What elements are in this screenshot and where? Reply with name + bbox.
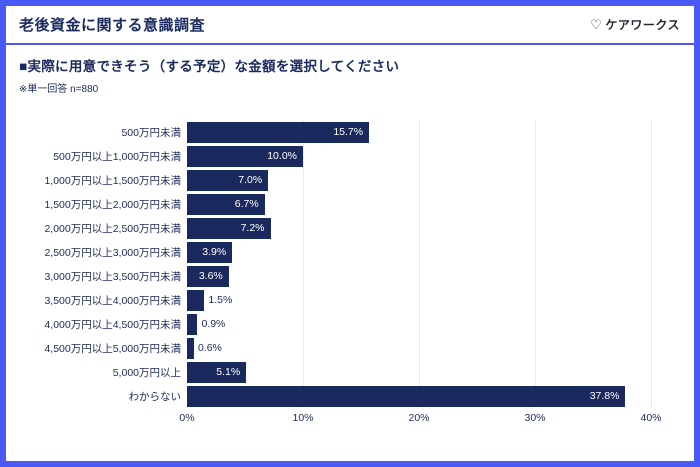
- question-title: ■実際に用意できそう（する予定）な金額を選択してください: [19, 59, 400, 74]
- bar: 5.1%: [187, 361, 247, 383]
- x-tick-label: 0%: [179, 412, 195, 424]
- card-header: 老後資金に関する意識調査 ♡ ケアワークス: [6, 6, 694, 45]
- bar-value: 6.7%: [234, 198, 259, 210]
- bar-value: 0.9%: [201, 318, 226, 330]
- x-tick-label: 10%: [292, 412, 314, 424]
- bar-value: 3.6%: [198, 270, 223, 282]
- category-label: 4,500万円以上5,000万円未満: [44, 342, 181, 355]
- category-label: 500万円未満: [121, 126, 181, 139]
- category-label: 4,000万円以上4,500万円未満: [44, 318, 181, 331]
- x-tick-label: 40%: [640, 412, 662, 424]
- category-label: 3,000万円以上3,500万円未満: [44, 270, 181, 283]
- card-content: ■実際に用意できそう（する予定）な金額を選択してください ※単一回答 n=880…: [6, 45, 694, 432]
- bar-track: 7.0%: [187, 169, 651, 191]
- gridline: [651, 120, 652, 408]
- category-label: 1,500万円以上2,000万円未満: [44, 198, 181, 211]
- chart-rows: 500万円未満 15.7% 500万円以上1,000万円未満 10.0% 1,000万円…: [19, 120, 676, 408]
- bar-chart: 500万円未満 15.7% 500万円以上1,000万円未満 10.0% 1,000万円…: [19, 120, 676, 432]
- bar: 37.8%: [187, 385, 626, 407]
- bar-track: 10.0%: [187, 145, 651, 167]
- bar: 7.2%: [187, 217, 271, 239]
- bar-row: 3,000万円以上3,500万円未満 3.6%: [19, 264, 676, 288]
- bar: [187, 289, 205, 311]
- bar-track: 5.1%: [187, 361, 651, 383]
- bar-row: 1,000万円以上1,500万円未満 7.0%: [19, 168, 676, 192]
- bar-value: 3.9%: [202, 246, 227, 258]
- category-label: わからない: [128, 390, 182, 403]
- bar-track: 6.7%: [187, 193, 651, 215]
- gridline: [535, 120, 536, 408]
- bar: [187, 313, 198, 335]
- bar-row: 500万円未満 15.7%: [19, 120, 676, 144]
- bar-value: 1.5%: [208, 294, 233, 306]
- x-axis: 0% 10% 20% 30% 40%: [179, 412, 661, 428]
- bar-track: 3.6%: [187, 265, 651, 287]
- bar-track: 37.8%: [187, 385, 651, 407]
- chart-gridlines: [187, 120, 652, 408]
- bar: 3.6%: [187, 265, 229, 287]
- bar-value: 7.0%: [238, 174, 263, 186]
- brand-logo: ♡ ケアワークス: [590, 16, 680, 33]
- category-label: 500万円以上1,000万円未満: [53, 150, 181, 163]
- gridline: [419, 120, 420, 408]
- category-label: 3,500万円以上4,000万円未満: [44, 294, 181, 307]
- bar: 3.9%: [187, 241, 233, 263]
- bar-track: 0.9%: [187, 313, 651, 335]
- bar-row: 2,000万円以上2,500万円未満 7.2%: [19, 216, 676, 240]
- page-title: 老後資金に関する意識調査: [19, 17, 206, 34]
- bar-value: 15.7%: [333, 126, 364, 138]
- brand-name: ケアワークス: [605, 18, 680, 32]
- bar-track: 7.2%: [187, 217, 651, 239]
- bar: 7.0%: [187, 169, 269, 191]
- bar-row: 1,500万円以上2,000万円未満 6.7%: [19, 192, 676, 216]
- bar: 15.7%: [187, 121, 370, 143]
- category-label: 2,000万円以上2,500万円未満: [44, 222, 181, 235]
- bar-value: 0.6%: [197, 342, 222, 354]
- bar-row: 500万円以上1,000万円未満 10.0%: [19, 144, 676, 168]
- bar-value: 5.1%: [216, 366, 241, 378]
- bar-value: 37.8%: [589, 390, 620, 402]
- bar-value: 7.2%: [240, 222, 265, 234]
- x-tick-label: 20%: [408, 412, 430, 424]
- bar-row: 4,000万円以上4,500万円未満 0.9%: [19, 312, 676, 336]
- category-label: 5,000万円以上: [112, 366, 181, 379]
- bar-track: 0.6%: [187, 337, 651, 359]
- bar: [187, 337, 194, 359]
- bar-row: 3,500万円以上4,000万円未満 1.5%: [19, 288, 676, 312]
- bar-row: 4,500万円以上5,000万円未満 0.6%: [19, 336, 676, 360]
- bar-value: 10.0%: [267, 150, 297, 162]
- bar-row: 5,000万円以上 5.1%: [19, 360, 676, 384]
- bar-track: 1.5%: [187, 289, 651, 311]
- bar-track: 3.9%: [187, 241, 651, 263]
- x-tick-label: 30%: [524, 412, 546, 424]
- bar: 10.0%: [187, 145, 303, 167]
- sample-note: ※単一回答 n=880: [19, 84, 99, 95]
- bar: 6.7%: [187, 193, 265, 215]
- bar-row: 2,500万円以上3,000万円未満 3.9%: [19, 240, 676, 264]
- category-label: 1,000万円以上1,500万円未満: [44, 174, 181, 187]
- heart-icon: ♡: [590, 17, 603, 32]
- bar-track: 15.7%: [187, 121, 651, 143]
- category-label: 2,500万円以上3,000万円未満: [44, 246, 181, 259]
- bar-row: わからない 37.8%: [19, 384, 676, 408]
- gridline: [303, 120, 304, 408]
